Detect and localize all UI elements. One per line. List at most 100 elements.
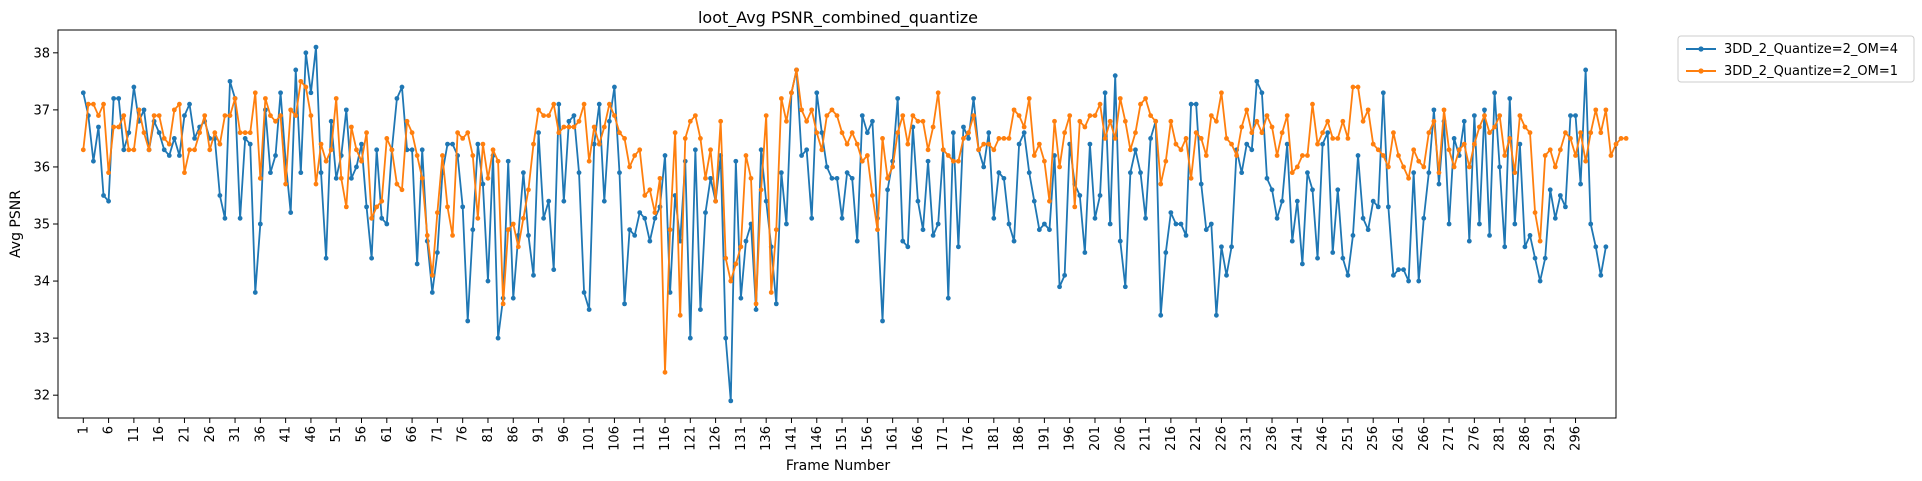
x-tick-label: 51 [329, 426, 344, 443]
data-point [1563, 130, 1568, 136]
data-point [1380, 153, 1386, 158]
data-point [1042, 158, 1047, 164]
data-point [1107, 118, 1113, 124]
data-point [465, 318, 471, 324]
data-point [824, 113, 830, 118]
data-point [1340, 118, 1346, 124]
data-point [409, 147, 415, 153]
data-point [622, 136, 627, 141]
data-point [475, 215, 481, 221]
data-point [268, 170, 273, 176]
data-point [778, 170, 784, 176]
data-point [738, 244, 744, 250]
data-point [1547, 187, 1553, 193]
data-point [333, 175, 339, 181]
data-point [642, 193, 648, 198]
data-point [1598, 130, 1604, 136]
data-point [1320, 141, 1326, 147]
x-tick-label: 201 [1088, 426, 1103, 451]
data-point [905, 141, 911, 147]
data-point [1102, 90, 1108, 96]
data-point [687, 335, 693, 341]
x-tick-label: 156 [860, 426, 875, 451]
x-tick-label: 11 [127, 426, 142, 443]
data-point [829, 107, 835, 113]
data-point [763, 113, 769, 118]
data-point [617, 170, 622, 176]
data-point [576, 118, 582, 124]
data-point [1208, 221, 1214, 227]
y-tick-label: 36 [33, 160, 50, 175]
data-point [1431, 118, 1437, 124]
data-point [1507, 96, 1513, 101]
data-point [561, 124, 567, 130]
data-point [1163, 158, 1169, 164]
data-point [212, 130, 218, 136]
x-tick-label: 196 [1063, 426, 1078, 451]
data-point [576, 170, 582, 176]
data-point [844, 141, 850, 147]
data-point [1097, 193, 1103, 198]
x-tick-label: 271 [1442, 426, 1457, 451]
data-point [996, 136, 1002, 141]
data-point [561, 198, 567, 204]
data-point [1305, 170, 1310, 176]
data-point [1335, 136, 1341, 141]
data-point [1168, 118, 1174, 124]
data-point [465, 130, 471, 136]
data-point [359, 141, 364, 147]
data-point [445, 204, 450, 210]
data-point [308, 90, 314, 96]
data-point [976, 147, 982, 153]
x-tick-label: 206 [1113, 426, 1128, 451]
data-point [966, 130, 971, 136]
data-point [652, 210, 658, 215]
data-point [187, 101, 192, 107]
data-point [505, 158, 511, 164]
data-point [657, 175, 663, 181]
data-point [1057, 284, 1062, 290]
data-point [369, 215, 375, 221]
data-point [106, 198, 111, 204]
data-point [799, 107, 804, 113]
data-point [440, 153, 445, 158]
data-point [1011, 107, 1017, 113]
data-point [126, 147, 132, 153]
data-point [1011, 238, 1017, 244]
data-point [612, 84, 617, 90]
data-point [1254, 118, 1260, 124]
data-point [96, 113, 101, 118]
data-point [268, 113, 273, 118]
data-point [298, 170, 304, 176]
data-point [1350, 84, 1356, 90]
x-tick-label: 226 [1214, 426, 1229, 451]
data-point [551, 101, 557, 107]
data-point [556, 101, 562, 107]
data-point [1552, 215, 1558, 221]
data-point [859, 158, 865, 164]
data-point [1456, 147, 1462, 153]
data-point [1547, 147, 1553, 153]
data-point [1340, 255, 1346, 261]
data-point [1077, 193, 1083, 198]
data-point [1365, 107, 1371, 113]
data-point [637, 210, 643, 215]
data-point [1294, 198, 1300, 204]
data-point [364, 204, 369, 210]
data-point [359, 158, 364, 164]
data-point [667, 290, 673, 295]
data-point [1188, 175, 1194, 181]
data-point [1431, 107, 1437, 113]
data-point [470, 227, 476, 233]
data-point [743, 238, 749, 244]
data-point [389, 147, 395, 153]
data-point [1593, 107, 1599, 113]
data-point [546, 198, 552, 204]
data-point [1583, 158, 1589, 164]
data-point [1244, 141, 1250, 147]
data-point [1234, 153, 1240, 158]
data-point [1487, 233, 1492, 238]
data-point [819, 147, 825, 153]
data-point [870, 193, 875, 198]
data-point [1471, 141, 1477, 147]
